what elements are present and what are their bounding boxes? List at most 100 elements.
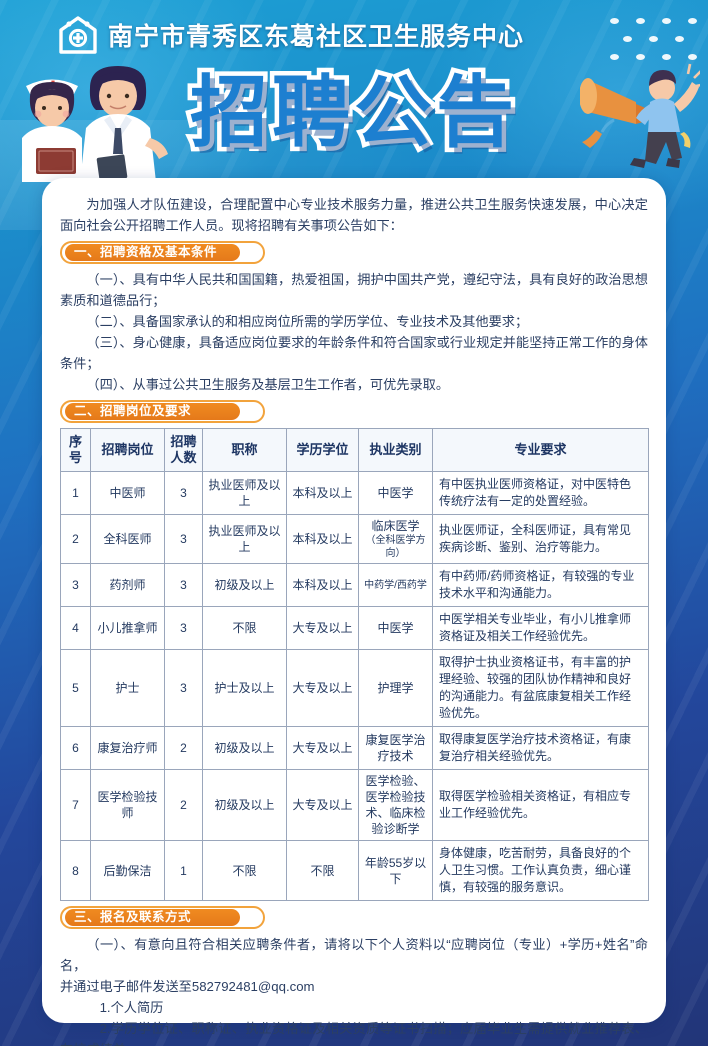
cell-education: 大专及以上 xyxy=(286,726,359,770)
cell-requirement: 有中医执业医师资格证，对中医特色传统疗法有一定的处置经验。 xyxy=(432,471,649,515)
cell-count: 2 xyxy=(164,769,203,841)
table-row: 2 全科医师 3 执业医师及以上 本科及以上 临床医学 （全科医学方向） 执业医… xyxy=(60,514,649,564)
cell-no: 3 xyxy=(60,563,91,607)
application-doc-2: 2.学历学位证、职称证、执业资格证及相关资质等证书扫描；应届毕业生需提供就业推荐… xyxy=(60,1021,648,1046)
cell-title: 不限 xyxy=(202,840,287,901)
cell-count: 3 xyxy=(164,471,203,515)
table-row: 1 中医师 3 执业医师及以上 本科及以上 中医学 有中医执业医师资格证，对中医… xyxy=(60,471,649,515)
cell-education: 不限 xyxy=(286,840,359,901)
table-row: 5 护士 3 护士及以上 大专及以上 护理学 取得护士执业资格证书，有丰富的护理… xyxy=(60,649,649,727)
cell-count: 3 xyxy=(164,606,203,650)
qualification-item: （四）、从事过公共卫生服务及基层卫生工作者，可优先录取。 xyxy=(86,377,450,392)
cell-category-main: 中医学 xyxy=(377,486,414,500)
cell-no: 1 xyxy=(60,471,91,515)
col-header-education: 学历学位 xyxy=(286,428,359,472)
table-row: 3 药剂师 3 初级及以上 本科及以上 中药学/西药学 有中药师/药师资格证，有… xyxy=(60,563,649,607)
cell-count: 1 xyxy=(164,840,203,901)
cell-title: 初级及以上 xyxy=(202,726,287,770)
section2-heading-text: 二、招聘岗位及要求 xyxy=(74,404,192,418)
cell-count: 3 xyxy=(164,563,203,607)
cell-post: 药剂师 xyxy=(90,563,165,607)
cell-category: 护理学 xyxy=(358,649,433,727)
cell-requirement: 取得护士执业资格证书，有丰富的护理经验、较强的团队协作精神和良好的沟通能力。有盆… xyxy=(432,649,649,727)
organization-name: 南宁市青秀区东葛社区卫生服务中心 xyxy=(108,23,525,51)
col-header-count: 招聘人数 xyxy=(164,428,203,472)
col-header-no: 序号 xyxy=(60,428,91,472)
cell-no: 6 xyxy=(60,726,91,770)
content-card: 为加强人才队伍建设，合理配置中心专业技术服务力量，推进公共卫生服务快速发展，中心… xyxy=(42,178,666,1046)
cell-education: 大专及以上 xyxy=(286,606,359,650)
section-heading-positions: 二、招聘岗位及要求 xyxy=(60,400,265,423)
table-row: 8 后勤保洁 1 不限 不限 年龄55岁以下 身体健康，吃苦耐劳，具备良好的个人… xyxy=(60,840,649,901)
positions-table: 序号 招聘岗位 招聘人数 职称 学历学位 执业类别 专业要求 1 中医师 3 执… xyxy=(60,428,649,901)
cell-education: 大专及以上 xyxy=(286,649,359,727)
nurse-illustration xyxy=(22,79,82,182)
qualification-item: （一）、具有中华人民共和国国籍，热爱祖国，拥护中国共产党，遵纪守法，具有良好的政… xyxy=(60,272,648,308)
cell-no: 4 xyxy=(60,606,91,650)
doctor-illustration xyxy=(80,66,168,182)
cell-education: 本科及以上 xyxy=(286,471,359,515)
cell-requirement: 执业医师证，全科医师证，具有常见疾病诊断、鉴别、治疗等能力。 xyxy=(432,514,649,564)
cell-no: 8 xyxy=(60,840,91,901)
cell-education: 本科及以上 xyxy=(286,563,359,607)
qualification-item: （二）、具备国家承认的和相应岗位所需的学历学位、专业技术及其他要求； xyxy=(86,314,529,329)
cell-category: 中医学 xyxy=(358,471,433,515)
cell-post: 护士 xyxy=(90,649,165,727)
page-title: 招聘公告 xyxy=(185,64,518,161)
cell-title: 护士及以上 xyxy=(202,649,287,727)
cell-post: 医学检验技师 xyxy=(90,769,165,841)
cell-education: 本科及以上 xyxy=(286,514,359,564)
cell-category-main: 中医学 xyxy=(377,621,414,635)
cell-post: 中医师 xyxy=(90,471,165,515)
cell-category-main: 医学检验、医学检验技术、临床检验诊断学 xyxy=(365,774,426,836)
cell-title: 初级及以上 xyxy=(202,769,287,841)
pill-ring xyxy=(60,241,265,264)
cell-requirement: 取得康复医学治疗技术资格证，有康复治疗相关经验优先。 xyxy=(432,726,649,770)
intro-paragraph: 为加强人才队伍建设，合理配置中心专业技术服务力量，推进公共卫生服务快速发展，中心… xyxy=(60,197,648,233)
cell-title: 不限 xyxy=(202,606,287,650)
col-header-requirement: 专业要求 xyxy=(432,428,649,472)
table-row: 6 康复治疗师 2 初级及以上 大专及以上 康复医学治疗技术 取得康复医学治疗技… xyxy=(60,726,649,770)
cell-count: 3 xyxy=(164,649,203,727)
table-header-row: 序号 招聘岗位 招聘人数 职称 学历学位 执业类别 专业要求 xyxy=(60,428,649,472)
cell-category: 年龄55岁以下 xyxy=(358,840,433,901)
table-row: 4 小儿推拿师 3 不限 大专及以上 中医学 中医学相关专业毕业，有小儿推拿师资… xyxy=(60,606,649,650)
application-line1: （一）、有意向且符合相关应聘条件者，请将以下个人资料以“应聘岗位（专业）+学历+… xyxy=(60,937,648,973)
cell-category-main: 中药学/西药学 xyxy=(364,579,427,591)
cell-requirement: 身体健康，吃苦耐劳，具备良好的个人卫生习惯。工作认真负责，细心谨慎，有较强的服务… xyxy=(432,840,649,901)
application-email-line: 并通过电子邮件发送至582792481@qq.com xyxy=(60,979,315,994)
cell-category-note: （全科医学方向） xyxy=(365,535,426,559)
pill-ring xyxy=(60,906,265,929)
cell-count: 2 xyxy=(164,726,203,770)
cell-requirement: 有中药师/药师资格证，有较强的专业技术水平和沟通能力。 xyxy=(432,563,649,607)
pill-fill xyxy=(65,403,240,420)
cell-category: 中医学 xyxy=(358,606,433,650)
cell-category-main: 临床医学 xyxy=(371,519,420,533)
col-header-post: 招聘岗位 xyxy=(90,428,165,472)
cell-category: 医学检验、医学检验技术、临床检验诊断学 xyxy=(358,769,433,841)
cell-post: 康复治疗师 xyxy=(90,726,165,770)
cell-post: 后勤保洁 xyxy=(90,840,165,901)
cell-title: 执业医师及以上 xyxy=(202,471,287,515)
qualification-item: （三）、身心健康，具备适应岗位要求的年龄条件和符合国家或行业规定并能坚持正常工作… xyxy=(60,335,648,371)
cell-no: 7 xyxy=(60,769,91,841)
application-doc-1: 1.个人简历 xyxy=(99,1000,164,1015)
hospital-house-cross-icon xyxy=(59,16,97,54)
col-header-title: 职称 xyxy=(202,428,287,472)
cell-title: 初级及以上 xyxy=(202,563,287,607)
cell-category-main: 年龄55岁以下 xyxy=(364,855,427,886)
cell-count: 3 xyxy=(164,514,203,564)
pill-fill xyxy=(65,244,240,261)
section3-heading-text: 三、报名及联系方式 xyxy=(74,910,192,924)
dot-grid-decoration xyxy=(606,14,702,78)
cell-title: 执业医师及以上 xyxy=(202,514,287,564)
cell-post: 小儿推拿师 xyxy=(90,606,165,650)
cell-requirement: 中医学相关专业毕业，有小儿推拿师资格证及相关工作经验优先。 xyxy=(432,606,649,650)
section-heading-qualifications: 一、招聘资格及基本条件 xyxy=(60,241,265,264)
cell-category: 康复医学治疗技术 xyxy=(358,726,433,770)
pill-fill xyxy=(65,909,240,926)
pill-ring xyxy=(60,400,265,423)
table-row: 7 医学检验技师 2 初级及以上 大专及以上 医学检验、医学检验技术、临床检验诊… xyxy=(60,769,649,841)
cell-no: 2 xyxy=(60,514,91,564)
